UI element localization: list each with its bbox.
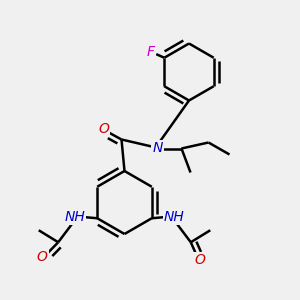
Text: NH: NH	[164, 210, 185, 224]
Text: F: F	[147, 45, 155, 59]
Text: N: N	[152, 142, 163, 155]
Text: O: O	[36, 250, 47, 264]
Text: O: O	[98, 122, 109, 136]
Text: O: O	[194, 253, 205, 267]
Text: NH: NH	[64, 210, 85, 224]
